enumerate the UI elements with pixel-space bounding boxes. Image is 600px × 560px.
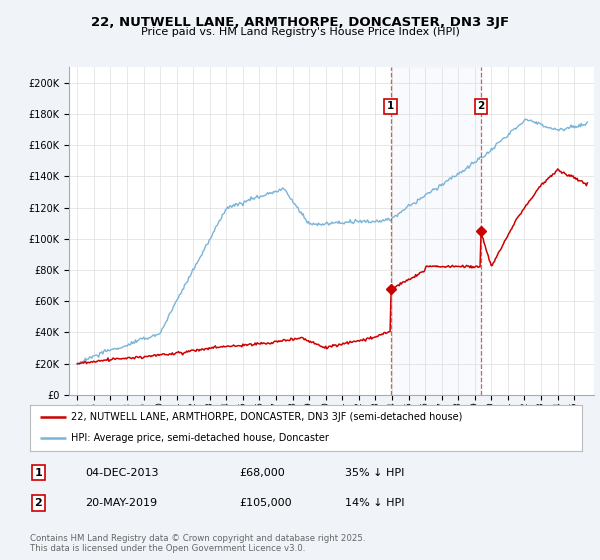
Text: £105,000: £105,000	[240, 498, 292, 508]
Text: 1: 1	[387, 101, 394, 111]
Text: 1: 1	[34, 468, 42, 478]
Text: 14% ↓ HPI: 14% ↓ HPI	[344, 498, 404, 508]
Bar	[391, 67, 481, 395]
Text: 20-MAY-2019: 20-MAY-2019	[85, 498, 157, 508]
Text: 22, NUTWELL LANE, ARMTHORPE, DONCASTER, DN3 3JF (semi-detached house): 22, NUTWELL LANE, ARMTHORPE, DONCASTER, …	[71, 412, 463, 422]
Text: 22, NUTWELL LANE, ARMTHORPE, DONCASTER, DN3 3JF: 22, NUTWELL LANE, ARMTHORPE, DONCASTER, …	[91, 16, 509, 29]
Text: 2: 2	[478, 101, 485, 111]
Text: £68,000: £68,000	[240, 468, 286, 478]
Text: Price paid vs. HM Land Registry's House Price Index (HPI): Price paid vs. HM Land Registry's House …	[140, 27, 460, 37]
Text: Contains HM Land Registry data © Crown copyright and database right 2025.
This d: Contains HM Land Registry data © Crown c…	[30, 534, 365, 553]
Text: HPI: Average price, semi-detached house, Doncaster: HPI: Average price, semi-detached house,…	[71, 433, 329, 444]
Text: 2: 2	[34, 498, 42, 508]
Text: 04-DEC-2013: 04-DEC-2013	[85, 468, 158, 478]
Text: 35% ↓ HPI: 35% ↓ HPI	[344, 468, 404, 478]
